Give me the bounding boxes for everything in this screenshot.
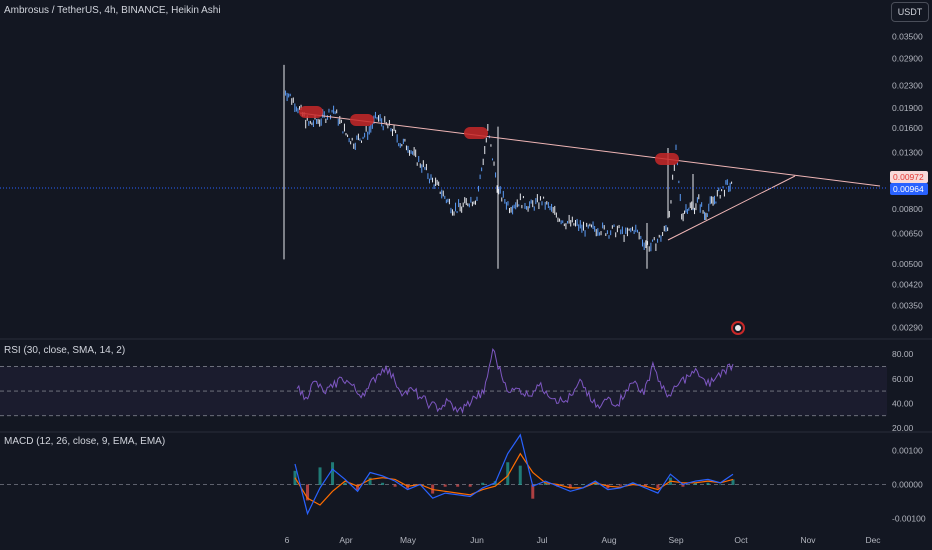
macd-histogram-bar <box>306 484 310 501</box>
macd-histogram-bar <box>568 484 572 489</box>
macd-histogram-bar <box>331 462 335 485</box>
time-axis-tick-label: Jun <box>470 535 484 545</box>
event-flag-dot <box>735 325 741 331</box>
macd-axis-tick-label: 0.00000 <box>892 480 923 490</box>
price-axis-tick-label: 0.00800 <box>892 204 923 214</box>
macd-axis-tick-label: 0.00100 <box>892 445 923 455</box>
price-axis-tick-label: 0.00500 <box>892 259 923 269</box>
rsi-axis-tick-label: 20.00 <box>892 423 914 433</box>
macd-histogram-bar <box>656 484 660 489</box>
last-price-label-bg <box>890 183 928 195</box>
time-axis-tick-label: Nov <box>800 535 816 545</box>
price-axis-tick-label: 0.01600 <box>892 123 923 133</box>
prev-price-label-bg <box>890 171 928 183</box>
time-axis-tick-label: Apr <box>339 535 352 545</box>
rsi-axis-tick-label: 40.00 <box>892 398 914 408</box>
macd-histogram-bar <box>681 484 685 487</box>
macd-histogram-bar <box>731 479 735 485</box>
rsi-line <box>296 347 734 414</box>
price-axis-tick-label: 0.00350 <box>892 301 923 311</box>
macd-histogram-bar <box>343 482 347 485</box>
prev-price-label: 0.00972 <box>893 172 924 182</box>
macd-histogram-bar <box>693 482 697 485</box>
last-price-label: 0.00964 <box>893 184 924 194</box>
support-trendline <box>667 175 796 241</box>
touch-highlight <box>464 127 488 139</box>
price-axis-tick-label: 0.01900 <box>892 103 923 113</box>
touch-highlight <box>299 106 323 118</box>
time-axis-tick-label: Dec <box>865 535 881 545</box>
price-axis-tick-label: 0.02300 <box>892 81 923 91</box>
macd-histogram-bar <box>543 482 547 485</box>
macd-signal-line <box>294 452 734 506</box>
macd-histogram-bar <box>468 484 472 487</box>
price-axis-tick-label: 0.00650 <box>892 228 923 238</box>
time-axis-tick-label: Sep <box>668 535 683 545</box>
price-axis-tick-label: 0.00420 <box>892 279 923 289</box>
macd-histogram-bar <box>381 482 385 485</box>
currency-button[interactable]: USDT <box>891 2 929 22</box>
macd-histogram-bar <box>393 484 397 487</box>
macd-histogram-bar <box>368 477 372 485</box>
macd-histogram-bar <box>356 484 360 491</box>
price-axis-tick-label: 0.00290 <box>892 323 923 333</box>
time-axis-tick-label: 6 <box>285 535 290 545</box>
price-axis-tick-label: 0.03500 <box>892 32 923 42</box>
time-axis-tick-label: May <box>400 535 417 545</box>
macd-histogram-bar <box>706 482 710 485</box>
macd-histogram-bar <box>518 465 522 485</box>
macd-histogram-bar <box>443 484 447 487</box>
time-axis-tick-label: Aug <box>601 535 616 545</box>
resistance-trendline <box>299 112 881 187</box>
price-axis-tick-label: 0.02900 <box>892 54 923 64</box>
macd-histogram-bar <box>318 467 322 485</box>
rsi-axis-tick-label: 60.00 <box>892 374 914 384</box>
rsi-title: RSI (30, close, SMA, 14, 2) <box>4 345 126 356</box>
chart-title: Ambrosus / TetherUS, 4h, BINANCE, Heikin… <box>4 5 221 16</box>
macd-title: MACD (12, 26, close, 9, EMA, EMA) <box>4 436 166 447</box>
macd-line <box>294 433 734 516</box>
macd-histogram-bar <box>718 484 722 485</box>
time-axis-tick-label: Jul <box>537 535 548 545</box>
rsi-axis-tick-label: 80.00 <box>892 349 914 359</box>
macd-histogram-bar <box>506 462 510 485</box>
macd-histogram-bar <box>456 484 460 487</box>
macd-histogram-bar <box>581 484 585 485</box>
macd-histogram-bar <box>593 482 597 485</box>
macd-histogram-bar <box>481 482 485 485</box>
time-axis-tick-label: Oct <box>734 535 748 545</box>
macd-axis-tick-label: -0.00100 <box>892 514 926 524</box>
touch-highlight <box>350 114 374 126</box>
price-axis-tick-label: 0.01300 <box>892 147 923 157</box>
touch-highlight <box>655 153 679 165</box>
macd-histogram-bar <box>618 484 622 486</box>
macd-histogram-bar <box>531 484 535 499</box>
